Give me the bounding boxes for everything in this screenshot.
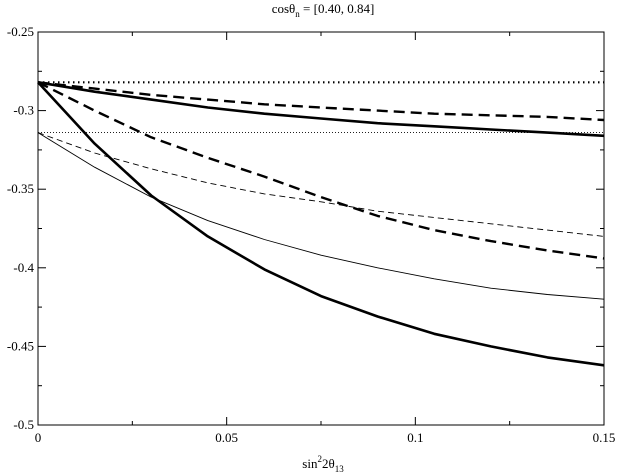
series-line-7 xyxy=(37,132,605,237)
y-tick-label: -0.5 xyxy=(13,417,34,432)
x-axis-title-symbol: 2θ xyxy=(322,456,335,471)
series-line-5 xyxy=(37,81,605,367)
series-line-4 xyxy=(37,81,605,260)
y-tick-label: -0.35 xyxy=(7,181,34,196)
chart-title-suffix: = [0.40, 0.84] xyxy=(300,1,375,16)
x-tick-label: 0 xyxy=(35,430,42,445)
x-axis-title: sin22θ13 xyxy=(302,454,344,474)
y-tick-label: -0.45 xyxy=(7,338,34,353)
chart-title: cosθn = [0.40, 0.84] xyxy=(272,1,375,19)
series-line-8 xyxy=(37,132,605,300)
chart-title-prefix: cos xyxy=(272,1,289,16)
chart-title-subscript: n xyxy=(295,9,300,19)
x-axis-title-subscript: 13 xyxy=(335,464,345,474)
series-line-2 xyxy=(37,81,605,138)
x-tick-label: 0.1 xyxy=(407,430,423,445)
x-tick-label: 0.15 xyxy=(593,430,616,445)
x-axis-title-prefix: sin xyxy=(302,456,318,471)
y-tick-label: -0.25 xyxy=(7,24,34,39)
y-tick-label: -0.3 xyxy=(13,103,34,118)
series-line-3 xyxy=(37,81,605,122)
y-tick-label: -0.4 xyxy=(13,260,34,275)
chart-title-symbol: θ xyxy=(289,1,295,16)
x-axis-title-superscript: 2 xyxy=(317,454,322,464)
x-tick-label: 0.05 xyxy=(215,430,238,445)
plot-area: 0 0.05 0.1 0.15 -0.5 -0.45 -0.4 -0.35 -0.3 -0.25 xyxy=(7,24,615,445)
